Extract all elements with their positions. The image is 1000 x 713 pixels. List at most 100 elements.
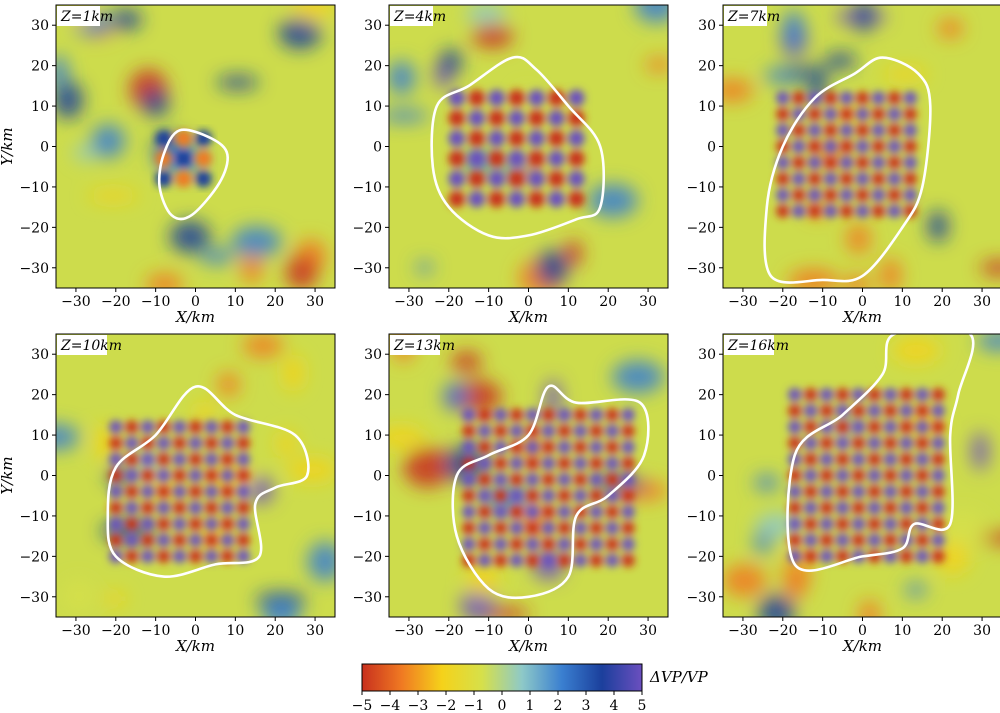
checkerboard-cell: [493, 456, 508, 471]
x-tick-label: 30: [306, 294, 324, 310]
anomaly-blob: [927, 210, 949, 243]
y-tick-label: 20: [698, 388, 716, 404]
resolved-region-outline: [430, 55, 606, 240]
depth-label: Z=10km: [57, 335, 122, 355]
anomaly-blob: [814, 145, 847, 165]
checkerboard-cell: [204, 549, 219, 564]
checkerboard-cell: [462, 537, 476, 551]
panel-3: Z=10km−30 −20 −10 0 10 20 30X/km3020100−10−20−…: [0, 333, 336, 655]
checkerboard-cell: [871, 91, 886, 105]
checkerboard-cell: [855, 123, 870, 138]
checkerboard-cell: [835, 549, 850, 564]
checkerboard-cell: [525, 440, 540, 454]
checkerboard-cell: [899, 484, 914, 499]
checkerboard-cell: [172, 517, 187, 531]
depth-label-box: [724, 335, 774, 355]
checkerboard-cell: [605, 489, 619, 503]
checkerboard-cell: [835, 420, 850, 434]
anomaly-blob: [451, 351, 482, 372]
checkerboard-cell: [903, 123, 918, 138]
colorbar-tick-label: 2: [554, 698, 563, 713]
checkerboard-cell: [236, 501, 251, 515]
checkerboard-cell: [509, 537, 524, 551]
resolved-region-outline: [451, 384, 650, 600]
checkerboard-cell: [541, 472, 556, 487]
checkerboard-cell: [188, 549, 203, 564]
y-tick-label: 30: [698, 347, 716, 363]
depth-label: Z=1km: [57, 6, 113, 26]
anomaly-blob: [971, 431, 989, 471]
checkerboard-cell: [528, 150, 545, 167]
checkerboard-cell: [525, 472, 540, 487]
checkerboard-cell: [448, 150, 466, 167]
checkerboard-cell: [915, 549, 929, 564]
anomaly-blob: [753, 531, 772, 554]
checkerboard-cell: [839, 172, 854, 186]
checkerboard-cell: [835, 501, 850, 515]
checkerboard-cell: [871, 204, 886, 218]
checkerboard-cell: [125, 517, 139, 531]
checkerboard-cell: [931, 404, 945, 418]
checkerboard-cell: [839, 155, 854, 170]
checkerboard-cell: [220, 517, 235, 531]
checkerboard-cell: [548, 170, 565, 188]
checkerboard-cell: [788, 420, 802, 434]
x-axis-label: X/km: [508, 308, 548, 326]
y-tick-label: −10: [686, 509, 716, 525]
checkerboard-cell: [915, 436, 929, 450]
checkerboard-cell: [509, 472, 524, 487]
y-tick-label: 30: [31, 18, 49, 34]
x-tick-label: 20: [599, 294, 617, 310]
anomaly-blob: [285, 255, 318, 288]
checkerboard-cell: [236, 549, 251, 564]
checkerboard-cell: [528, 89, 545, 107]
checkerboard-cell: [788, 404, 802, 418]
checkerboard-cell: [903, 188, 918, 202]
x-tick-label: −30: [61, 623, 91, 639]
checkerboard-cell: [855, 172, 870, 186]
checkerboard-cell: [573, 456, 588, 471]
anomaly-blob: [755, 512, 797, 538]
anomaly-blob: [859, 599, 880, 617]
checkerboard-cell: [541, 505, 556, 519]
checkerboard-cell: [204, 484, 219, 499]
checkerboard-cell: [195, 170, 212, 188]
checkerboard-cell: [855, 139, 870, 154]
checkerboard-cells: [109, 420, 251, 564]
checkerboard-cell: [883, 533, 898, 547]
checkerboard-cell: [823, 204, 838, 218]
checkerboard-cell: [621, 521, 635, 535]
checkerboard-cell: [188, 452, 203, 467]
checkerboard-cell: [851, 452, 866, 467]
checkerboard-cell: [887, 107, 902, 121]
checkerboard-cell: [915, 533, 929, 547]
checkerboard-cell: [887, 139, 902, 154]
y-tick-label: 20: [31, 59, 49, 75]
checkerboard-cell: [468, 150, 486, 167]
checkerboard-cell: [477, 505, 492, 519]
checkerboard-cell: [557, 489, 572, 503]
checkerboard-cell: [621, 553, 635, 568]
anomaly-blob: [536, 249, 569, 287]
checkerboard-cell: [156, 452, 171, 467]
x-tick-label: 0: [524, 294, 533, 310]
anomaly-blob: [282, 354, 304, 392]
checkerboard-cell: [109, 501, 123, 515]
anomaly-blob: [56, 81, 84, 119]
anomaly-blob: [758, 594, 795, 617]
checkerboard-cell: [488, 150, 505, 167]
checkerboard-cell: [788, 501, 802, 515]
checkerboard-cell: [899, 549, 914, 564]
resolved-region-outline: [763, 56, 932, 284]
checkerboard-cell: [871, 155, 886, 170]
anomaly-blob: [111, 9, 142, 30]
checkerboard-cell: [541, 521, 556, 535]
checkerboard-cell: [204, 420, 219, 434]
checkerboard-cell: [931, 484, 945, 499]
checkerboard-cell: [887, 123, 902, 138]
depth-label: Z=13km: [390, 335, 455, 355]
checkerboard-cell: [819, 436, 834, 450]
checkerboard-cell: [883, 484, 898, 499]
anomaly-blob: [937, 18, 964, 39]
checkerboard-cell: [621, 440, 635, 454]
